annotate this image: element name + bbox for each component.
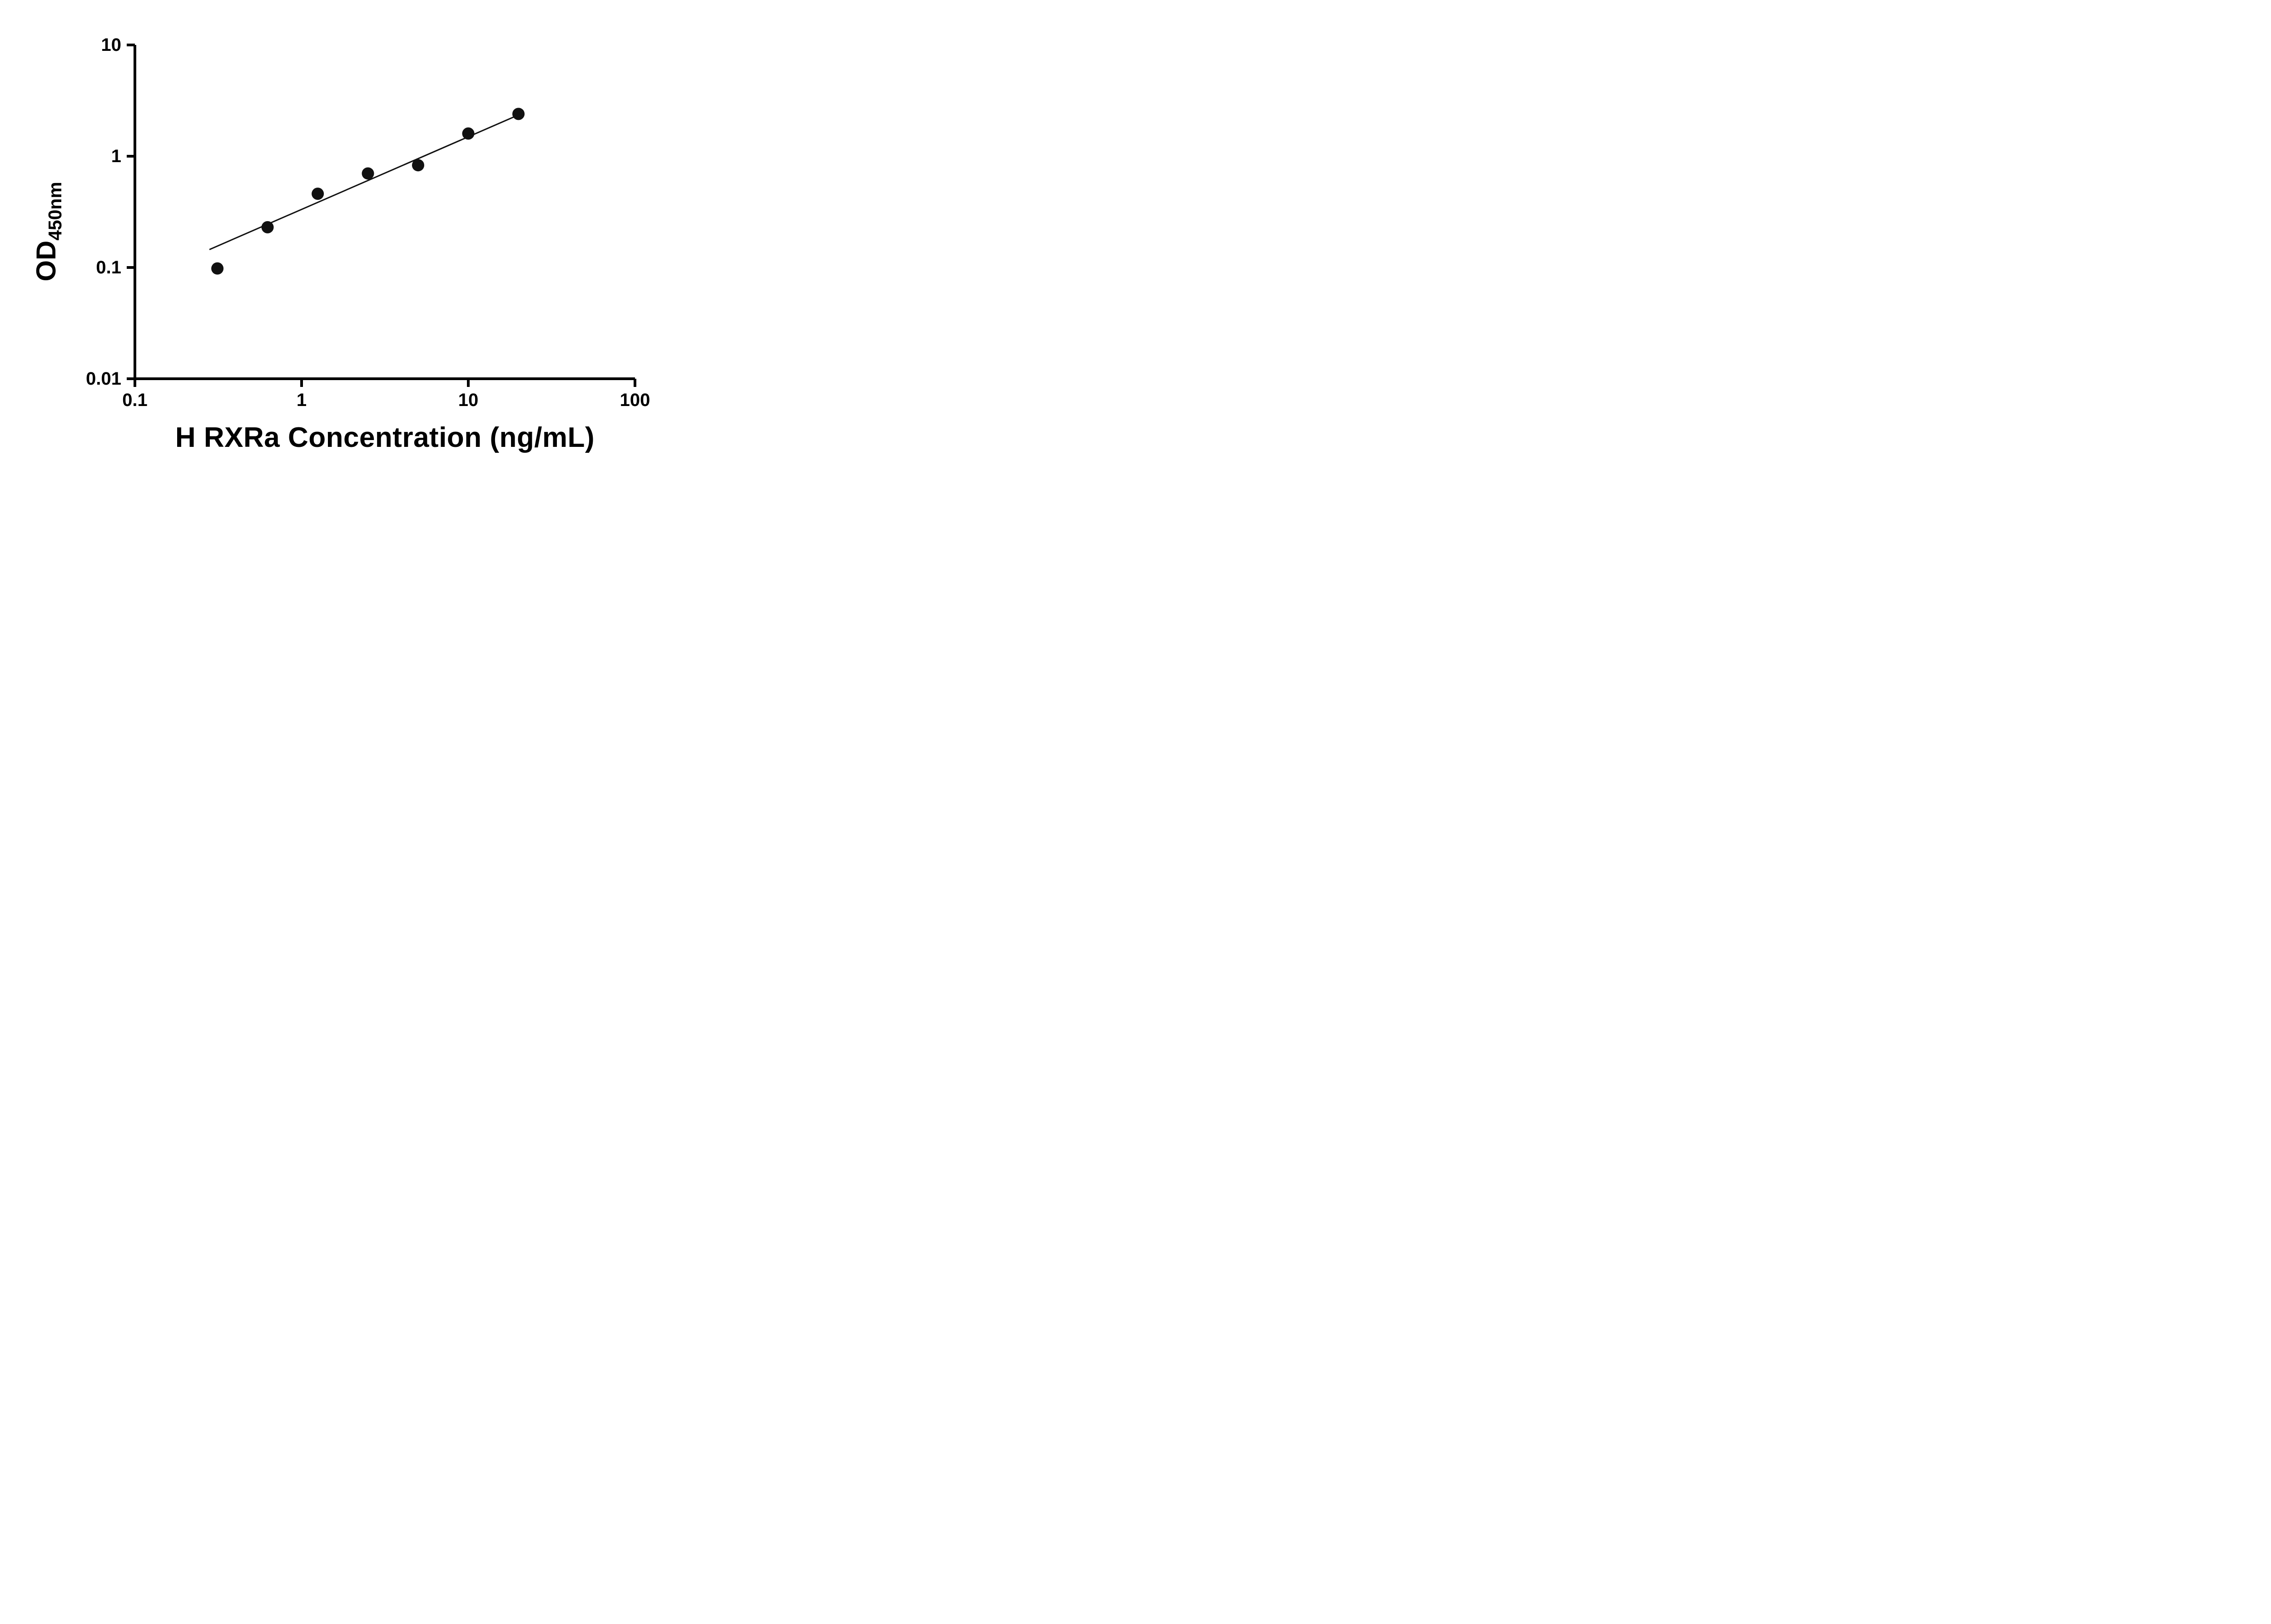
y-tick-label: 0.01 bbox=[86, 369, 121, 389]
axes-line bbox=[134, 45, 635, 380]
x-axis-title: H RXRa Concentration (ng/mL) bbox=[175, 422, 595, 453]
data-point bbox=[462, 127, 475, 140]
data-point bbox=[512, 108, 525, 120]
y-tick-label: 1 bbox=[111, 146, 121, 166]
data-point bbox=[312, 188, 324, 200]
x-tick-label: 100 bbox=[620, 390, 650, 410]
data-point bbox=[362, 167, 374, 180]
y-axis-title: OD450nm bbox=[30, 182, 66, 281]
data-point bbox=[412, 159, 425, 172]
standard-curve-figure: 10 1 0.1 0.01 0.1 1 10 100 OD450nm H RXRa Conce… bbox=[0, 0, 704, 487]
y-tick-label: 0.1 bbox=[96, 257, 121, 277]
x-tick-label: 0.1 bbox=[122, 390, 148, 410]
x-tick-label: 1 bbox=[297, 390, 307, 410]
data-points-group bbox=[211, 108, 525, 275]
y-axis-title-main: OD bbox=[31, 240, 61, 282]
y-tick-label: 10 bbox=[101, 35, 122, 55]
x-tick-label: 10 bbox=[458, 390, 479, 410]
data-point bbox=[261, 221, 274, 233]
y-axis-title-subscript: 450nm bbox=[45, 182, 65, 241]
data-point bbox=[211, 262, 224, 275]
